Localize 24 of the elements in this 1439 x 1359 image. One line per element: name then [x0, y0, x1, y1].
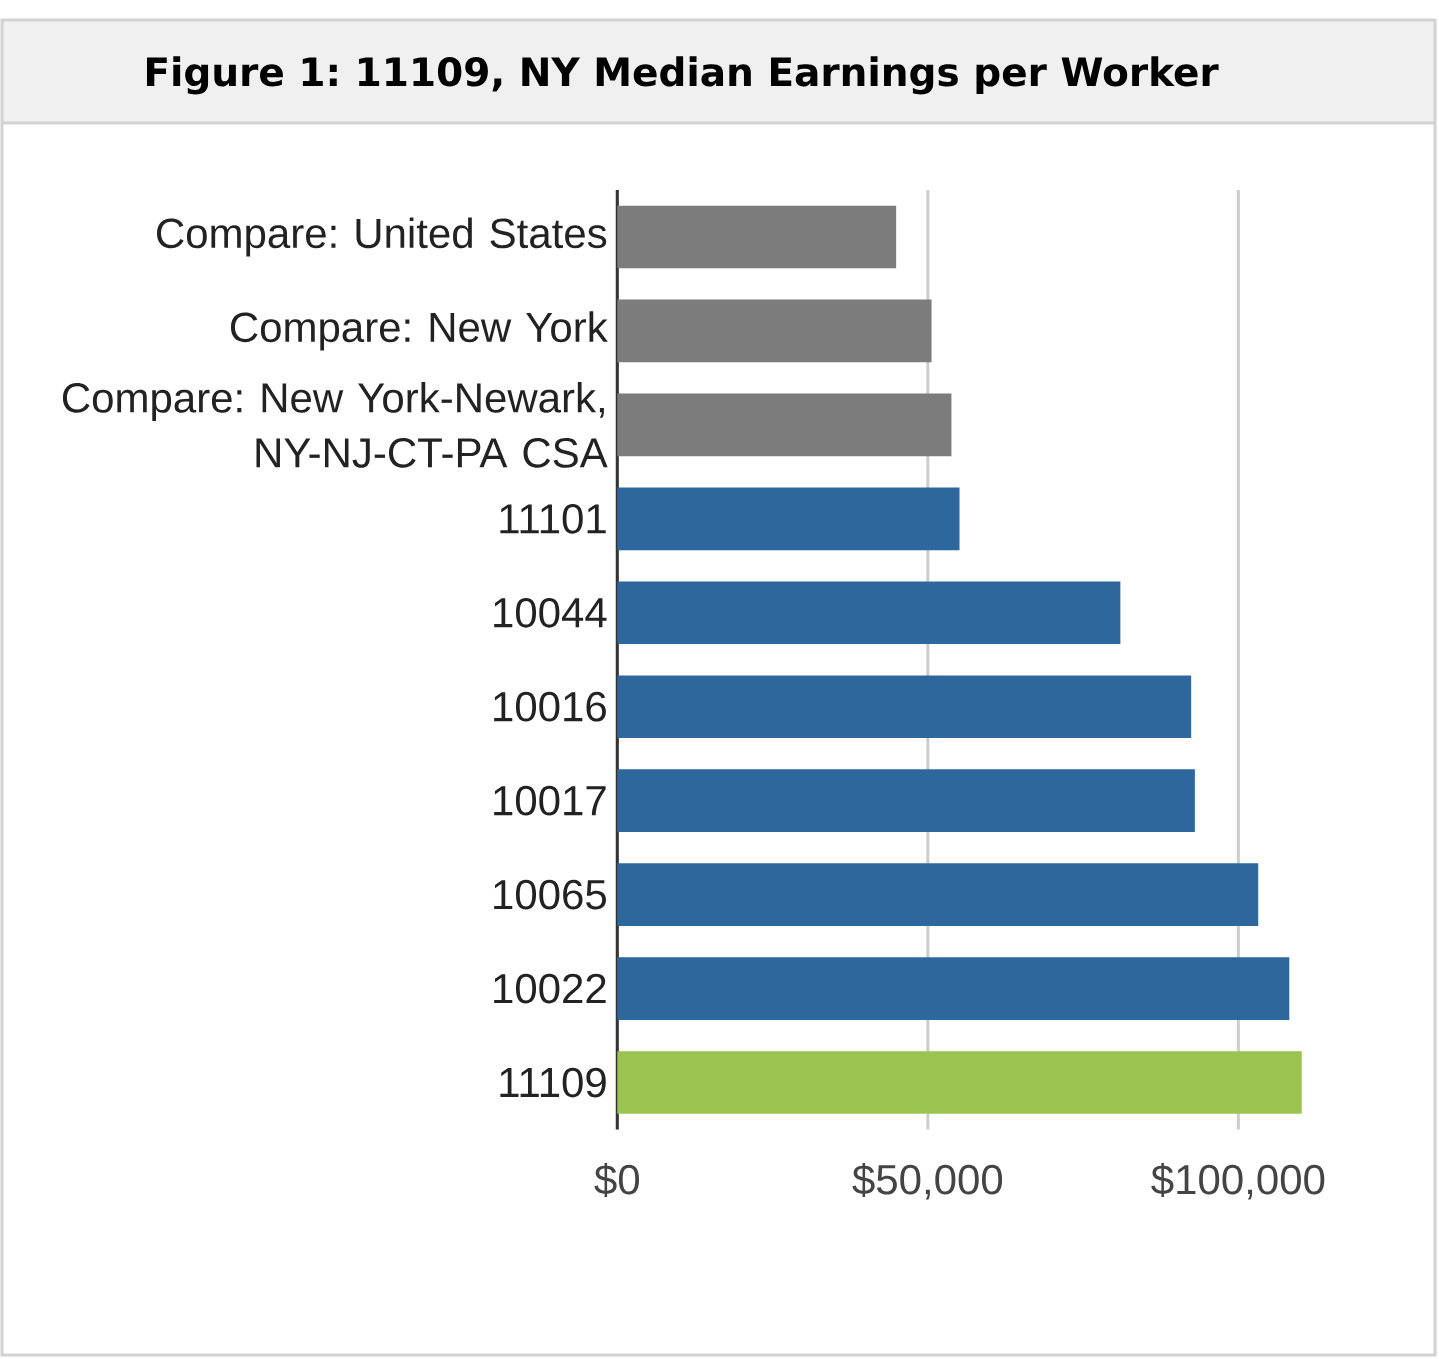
y-tick-label: 10065: [494, 879, 606, 910]
y-tick-label: 11101: [500, 503, 606, 534]
bar: [617, 205, 897, 269]
bar: [617, 863, 1259, 926]
y-tick-label: Compare: United States: [157, 217, 607, 257]
y-tick-label: 10017: [494, 785, 606, 816]
y-tick-label: 10016: [494, 691, 606, 722]
y-tick-label: Compare: New York: [230, 311, 608, 351]
y-tick-label: Compare: New York-Newark, NY-NJ-CT-PA CSA: [62, 381, 608, 468]
y-tick-label: 10022: [494, 973, 606, 1004]
y-tick-label: 10044: [494, 597, 607, 628]
bar: [617, 581, 1121, 645]
x-tick-label: $0: [594, 1163, 640, 1198]
bar: [617, 299, 932, 363]
bar: [617, 957, 1290, 1020]
bar: [617, 675, 1192, 739]
x-tick-label: $50,000: [852, 1163, 1003, 1200]
x-tick-label: $100,000: [1151, 1163, 1325, 1200]
bar: [617, 393, 952, 457]
bar: [617, 1051, 1302, 1114]
bar: [617, 769, 1195, 832]
chart-title: Figure 1: 11109, NY Median Earnings per Worker: [146, 56, 1219, 95]
bar: [617, 487, 960, 551]
y-tick-label: 11109: [500, 1067, 606, 1098]
